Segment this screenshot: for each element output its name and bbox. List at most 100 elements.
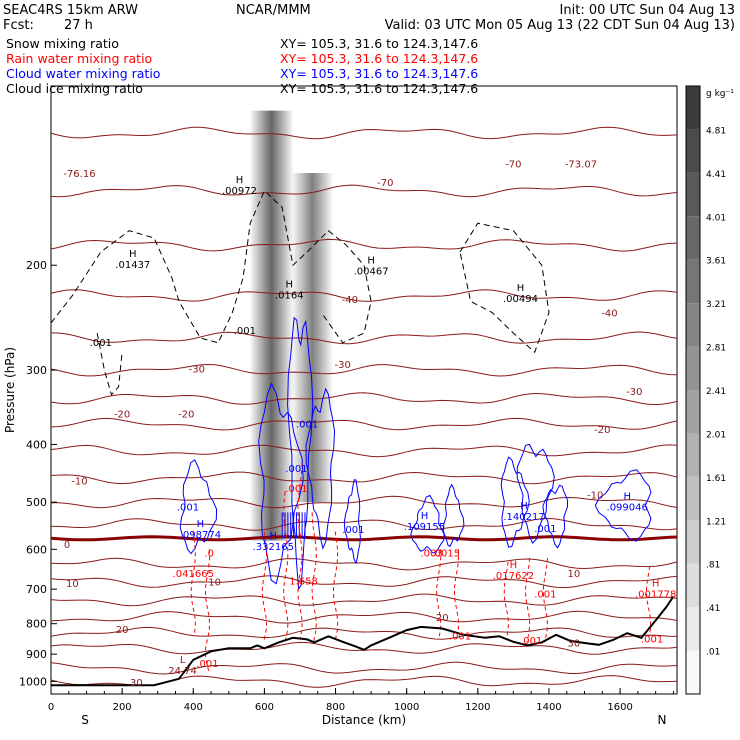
cloud-water-contour xyxy=(542,484,569,549)
plot-frame xyxy=(50,85,678,695)
x-tick-label: 1200 xyxy=(465,702,490,713)
extremum-marker: H xyxy=(197,519,205,530)
contour-value-label: .001 xyxy=(296,419,318,430)
isotherm-line xyxy=(51,626,677,640)
isotherm-line xyxy=(51,471,677,485)
isotherm-label: -30 xyxy=(189,364,205,375)
isotherm-label: -40 xyxy=(342,295,358,306)
cloud-ice-contour xyxy=(459,222,550,354)
isotherm-line xyxy=(51,126,677,140)
colorbar-tick-label: 4.41 xyxy=(706,170,726,180)
contour-value-label: .001 xyxy=(177,502,199,513)
isotherm-line xyxy=(51,444,677,458)
extremum-value: 24.74 xyxy=(168,666,197,677)
contour-labels: -76.16 -70 -70 -73.07 -40 -40 -30 -30 -30 -20 -20 -… xyxy=(63,160,676,690)
contour-value-label: .001 xyxy=(520,636,542,647)
extremum-value: .00494 xyxy=(503,294,538,305)
field-xy-2: XY= 105.3, 31.6 to 124.3,147.6 xyxy=(280,66,478,81)
x-tick-label: 1600 xyxy=(607,702,632,713)
freezing-level-line xyxy=(51,535,677,542)
extremum-value: .01437 xyxy=(115,260,150,271)
rain-water-shaft xyxy=(283,491,289,643)
colorbar-swatch xyxy=(686,216,700,260)
axes: 0 200 400 600 800 1000 1200 1400 160020030040050… xyxy=(19,259,674,713)
contour-value-label: .001 xyxy=(90,338,112,349)
y-axis-label: Pressure (hPa) xyxy=(3,347,17,433)
y-tick-label: 500 xyxy=(26,496,47,509)
y-tick-label: 700 xyxy=(26,583,47,596)
isotherm-label: -70 xyxy=(505,160,521,171)
colorbar-swatch xyxy=(686,86,700,130)
field-label-2: Cloud water mixing ratio xyxy=(6,66,160,81)
isotherm-line xyxy=(51,495,677,509)
isotherm-label: -10 xyxy=(71,477,87,488)
isotherm-label: -30 xyxy=(626,387,642,398)
colorbar-swatch xyxy=(686,433,700,477)
colorbar-frame xyxy=(685,85,701,695)
org-name: NCAR/MMM xyxy=(236,3,311,18)
contour-value-label: .001 xyxy=(285,484,307,495)
snow-layer xyxy=(249,110,334,541)
x-end-label-south: S xyxy=(81,713,89,727)
field-labels: Snow mixing ratio XY= 105.3, 31.6 to 124.… xyxy=(6,36,478,96)
contour-value-label: .001 xyxy=(534,524,556,535)
colorbar-tick-label: 4.01 xyxy=(706,213,726,223)
terrain xyxy=(51,595,675,687)
contour-value-label: .0015 xyxy=(431,549,460,560)
extremum-marker: H xyxy=(652,579,660,590)
colorbar-tick-label: 2.41 xyxy=(706,387,726,397)
rain-water-shaft xyxy=(297,463,303,640)
extremum-value: .109155 xyxy=(404,522,445,533)
cloud-ice-contour xyxy=(96,333,123,396)
extremum-value: .017622 xyxy=(493,571,534,582)
x-tick-label: 0 xyxy=(48,702,54,713)
isotherm-line xyxy=(51,392,677,406)
extremum-marker: H xyxy=(510,560,518,571)
field-label-3: Cloud ice mixing ratio xyxy=(6,81,143,96)
colorbar: 4.81 4.41 4.01 3.61 3.21 2.81 2.41 2.01 1.61 1.21… xyxy=(685,85,726,695)
y-tick-label: 1000 xyxy=(19,675,47,688)
cloud-water-contour xyxy=(410,494,445,554)
extremum-marker: H xyxy=(236,175,244,186)
isotherm-label: -30 xyxy=(334,360,350,371)
rain-water-shaft xyxy=(436,549,442,637)
extremum-marker: H xyxy=(270,531,278,542)
x-end-label-north: N xyxy=(658,713,667,727)
extremum-value: .00467 xyxy=(354,267,389,278)
isotherm-label: 10 xyxy=(208,577,221,588)
field-label-0: Snow mixing ratio xyxy=(6,36,119,51)
extremum-marker: H xyxy=(520,501,528,512)
rain-water-shaft xyxy=(524,557,531,643)
x-tick-label: 400 xyxy=(184,702,203,713)
colorbar-swatch xyxy=(686,390,700,434)
y-tick-label: 900 xyxy=(26,648,47,661)
x-tick-label: 800 xyxy=(326,702,345,713)
isotherm-line xyxy=(51,641,677,655)
contour-value-label: .001 xyxy=(449,631,471,642)
isotherm-line xyxy=(51,517,677,531)
isotherm-label: -70 xyxy=(377,178,393,189)
rain-water-shaft xyxy=(503,561,509,640)
colorbar-tick-label: .81 xyxy=(706,561,720,571)
x-tick-label: 1400 xyxy=(536,702,561,713)
contour-value-label: .001 xyxy=(641,634,663,645)
y-tick-label: 300 xyxy=(26,364,47,377)
colorbar-tick-label: 1.61 xyxy=(706,474,726,484)
contour-value-label: .0 xyxy=(205,549,215,560)
isotherm-line xyxy=(51,417,677,431)
contour-value-label: .001 xyxy=(196,659,218,670)
isotherm-label: 10 xyxy=(567,569,580,580)
colorbar-tick-label: 1.21 xyxy=(706,517,726,527)
extremum-marker: H xyxy=(367,256,375,267)
isotherm-line xyxy=(51,238,677,252)
rain-water-contours xyxy=(190,463,652,671)
colorbar-unit: g kg⁻¹ xyxy=(706,89,734,99)
colorbar-swatch xyxy=(686,129,700,173)
cloud-ice-contours xyxy=(51,189,550,396)
x-tick-label: 200 xyxy=(113,702,132,713)
field-xy-0: XY= 105.3, 31.6 to 124.3,147.6 xyxy=(280,36,478,51)
rain-water-shaft xyxy=(190,531,196,637)
colorbar-swatch xyxy=(686,520,700,564)
extremum-marker: L xyxy=(180,655,186,666)
